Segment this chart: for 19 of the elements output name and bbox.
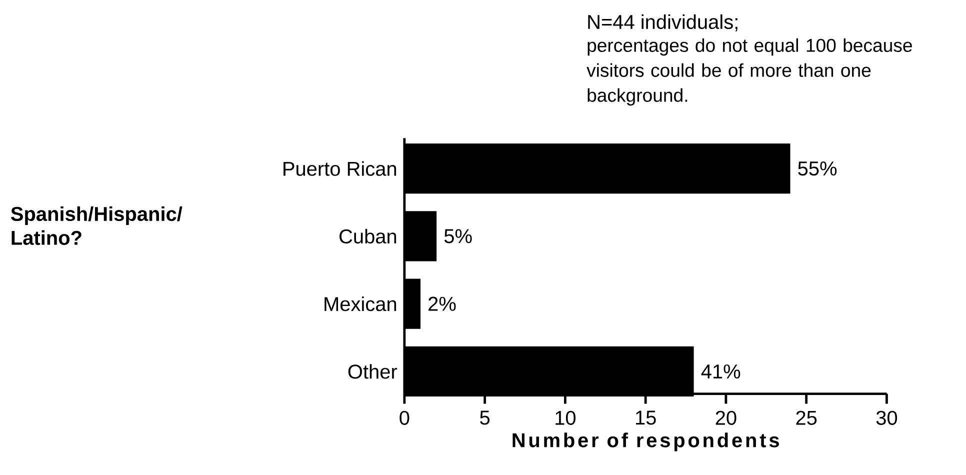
annotation: 2%	[428, 296, 456, 311]
annotation: 5%	[444, 229, 472, 244]
annotation: 55%	[798, 161, 837, 176]
y-tick-label: Other	[348, 364, 398, 379]
annotation: 41%	[701, 364, 740, 378]
x-axis-title: Number of respondents	[512, 432, 779, 452]
text: Spanish/Hispanic/ Latino?	[10, 206, 182, 245]
x-tick-label: 20	[716, 410, 736, 425]
x-tick-label: 0	[400, 410, 410, 425]
y-tick-label: Mexican	[324, 296, 396, 312]
x-tick-label: 15	[636, 410, 656, 425]
text: N=44 individuals;	[588, 14, 738, 32]
text: percentages do not equal 100 because visitors could be of more than one background.	[586, 38, 912, 106]
x-tick-label: 10	[556, 410, 576, 425]
y-tick-label: Puerto Rican	[284, 161, 396, 176]
x-tick-label: 5	[480, 410, 490, 425]
x-tick-label: 30	[876, 410, 898, 425]
y-tick-label: Cuban	[340, 228, 396, 244]
x-tick-label: 25	[796, 410, 817, 425]
